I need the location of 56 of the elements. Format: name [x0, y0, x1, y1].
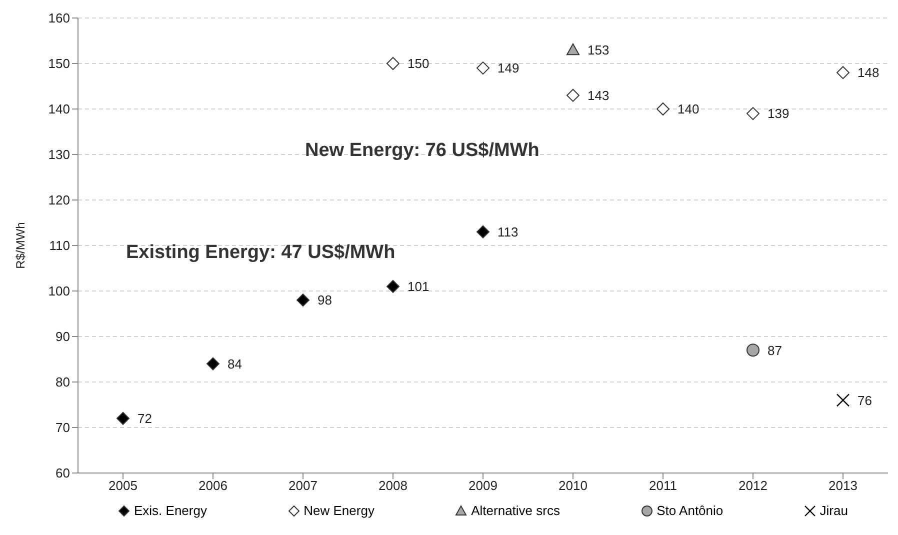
y-tick-label: 130	[48, 147, 70, 162]
point	[836, 66, 850, 80]
data-label: 143	[588, 88, 610, 103]
point	[836, 394, 850, 407]
legend-label: New Energy	[302, 503, 374, 518]
point	[656, 102, 670, 116]
y-tick-label: 140	[48, 102, 70, 117]
point	[296, 294, 310, 307]
point	[386, 57, 400, 70]
point	[386, 280, 400, 293]
point	[746, 107, 760, 120]
legend-label: Alternative srcs	[470, 503, 560, 518]
y-tick-label: 160	[48, 10, 70, 26]
point	[746, 344, 760, 357]
y-tick-label: 60	[56, 466, 70, 481]
x-tick-label: 2007	[288, 478, 318, 494]
y-tick-label: 70	[56, 420, 70, 436]
data-label: 113	[498, 224, 518, 240]
y-axis-title: R$/MWh	[13, 222, 28, 269]
x-tick-label: 2011	[649, 478, 677, 494]
y-tick-label: 150	[48, 56, 70, 72]
y-tick-label: 80	[56, 374, 70, 390]
x-tick-label: 2013	[828, 478, 858, 494]
y-tick-label: 100	[48, 284, 70, 299]
point	[566, 43, 580, 56]
x-tick-label: 2012	[738, 478, 768, 494]
x-tick-label: 2005	[108, 478, 138, 494]
data-label: 150	[408, 56, 430, 72]
point	[206, 357, 220, 370]
data-label: 101	[408, 279, 430, 294]
y-tick-label: 110	[49, 238, 70, 254]
x-tick-label: 2006	[198, 478, 228, 494]
x-tick-label: 2009	[468, 478, 498, 494]
legend-label: Jirau	[818, 503, 848, 518]
annotation: Existing Energy: 47 US$/MWh	[126, 242, 396, 264]
y-tick-label: 90	[56, 329, 70, 344]
point	[116, 412, 130, 425]
data-label: 98	[318, 292, 332, 308]
annotation: New Energy: 76 US$/MWh	[305, 140, 540, 162]
data-label: 153	[588, 42, 610, 58]
data-label: 76	[858, 392, 872, 408]
data-label: 139	[768, 106, 790, 122]
point	[476, 225, 490, 238]
data-label: 72	[138, 411, 152, 426]
data-label: 87	[768, 342, 782, 358]
data-label: 149	[498, 60, 520, 76]
data-label: 84	[228, 356, 242, 372]
x-tick-label: 2010	[558, 478, 588, 494]
data-label: 148	[858, 65, 880, 80]
point	[566, 88, 580, 102]
y-tick-label: 120	[48, 192, 70, 208]
legend-label: Exis. Energy	[133, 503, 207, 518]
legend-label: Sto Antônio	[656, 503, 724, 518]
x-tick-label: 2008	[378, 478, 408, 494]
data-label: 140	[678, 102, 700, 117]
point	[476, 62, 490, 75]
